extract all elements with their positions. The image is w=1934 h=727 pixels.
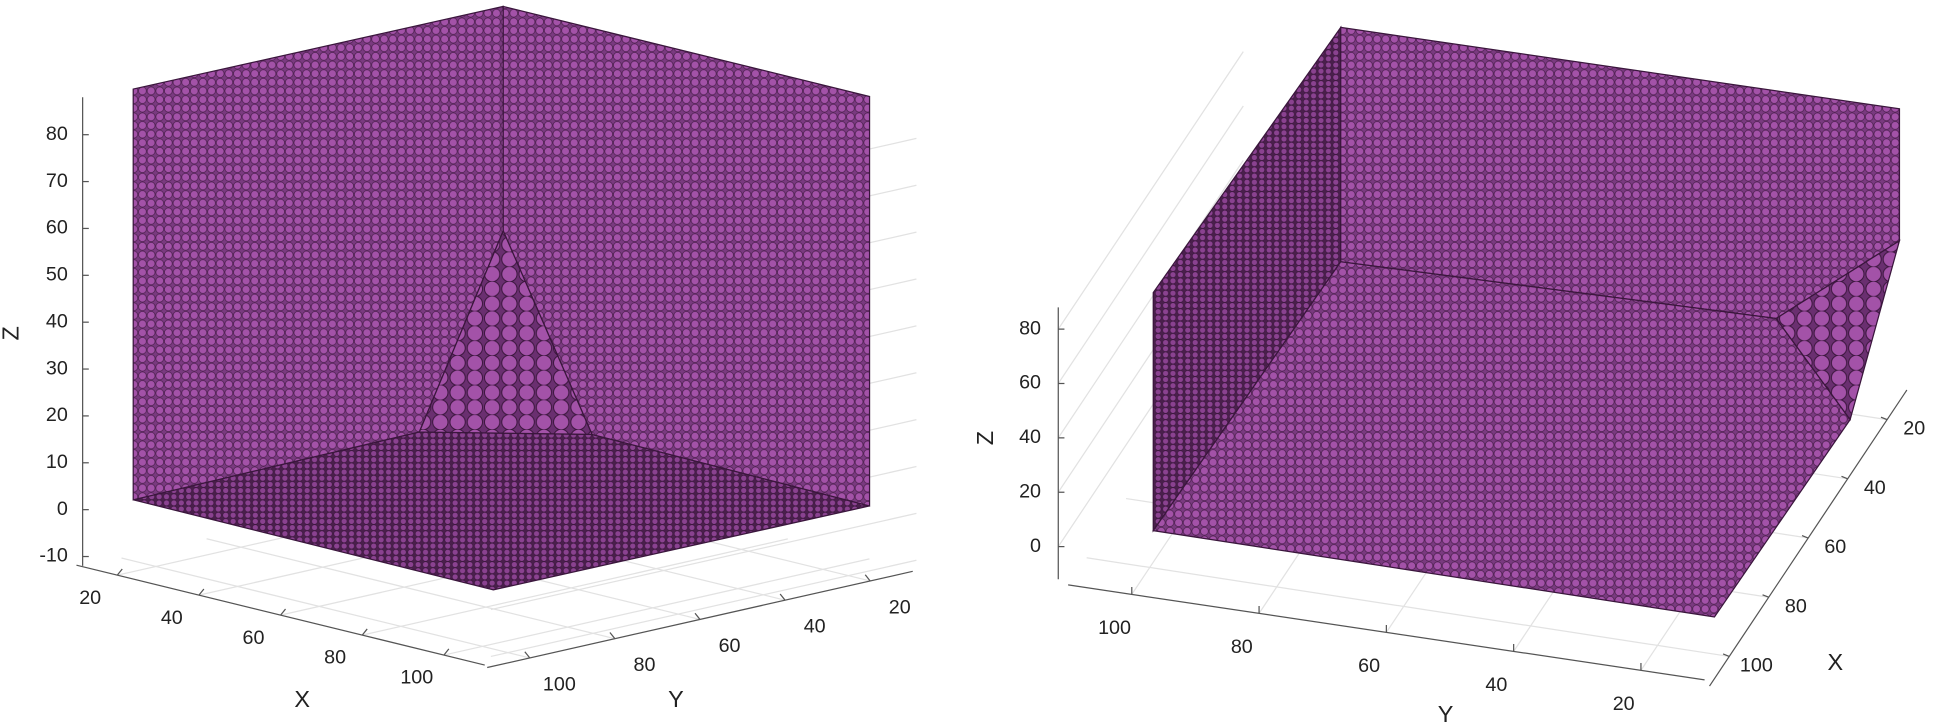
tick-mark (361, 628, 368, 636)
point-cloud (132, 5, 1901, 618)
grid-line (362, 538, 788, 636)
face (1775, 239, 1901, 422)
grid-line (1086, 557, 1730, 658)
x-tick-label: 80 (324, 647, 346, 669)
z-tick-label: 20 (1019, 480, 1041, 502)
z-tick-label: 50 (46, 264, 68, 286)
z-tick-label: -10 (39, 545, 68, 567)
tick-mark (779, 593, 786, 601)
grid-line (121, 557, 530, 659)
grid-line (443, 558, 870, 656)
y-tick-label: 60 (719, 635, 741, 657)
z-axis-title: Z (0, 326, 24, 340)
y-tick-label: 80 (1231, 636, 1253, 658)
y-tick-label: 20 (1613, 693, 1635, 715)
z-tick-label: 80 (46, 123, 68, 145)
axis-line (487, 570, 913, 669)
tick-mark (1880, 416, 1888, 421)
y-axis-title: Y (668, 686, 684, 712)
z-tick-label: 60 (46, 217, 68, 239)
tick-mark (280, 608, 287, 616)
x-tick-label: 60 (1824, 536, 1846, 558)
grid-line (1057, 105, 1244, 384)
z-tick-label: 60 (1019, 372, 1041, 394)
x-axis-title: X (294, 686, 310, 712)
z-tick-label: 10 (46, 451, 68, 473)
y-tick-label: 40 (1485, 674, 1507, 696)
axes: 20 40 60 80 100 X 20 40 60 80 100 Y -10 0 10 20 30 40 50 60… (0, 97, 1925, 727)
x-tick-label: 60 (242, 627, 264, 649)
x-tick-label: 40 (1864, 477, 1886, 499)
y-tick-label: 40 (804, 616, 826, 638)
tick-mark (524, 651, 531, 659)
face (418, 229, 593, 436)
x-axis-title: X (1828, 649, 1844, 675)
z-tick-label: 70 (46, 170, 68, 192)
z-tick-label: 80 (1019, 317, 1041, 339)
z-tick-label: 20 (46, 404, 68, 426)
tick-mark (609, 632, 616, 640)
z-tick-label: 30 (46, 357, 68, 379)
tick-mark (116, 568, 123, 576)
z-tick-label: 40 (1019, 426, 1041, 448)
z-tick-label: 0 (1030, 535, 1041, 557)
face (502, 5, 871, 507)
x-tick-label: 20 (79, 587, 101, 609)
z-axis-title: Z (972, 431, 998, 445)
grid-line (1057, 51, 1244, 330)
tick-mark (864, 574, 871, 582)
x-tick-label: 80 (1785, 595, 1807, 617)
grid-line (1057, 160, 1244, 439)
y-tick-label: 100 (1098, 617, 1131, 639)
x-tick-label: 20 (1903, 418, 1925, 440)
grid-line (490, 512, 917, 611)
tick-mark (1762, 594, 1769, 598)
y-tick-label: 60 (1358, 655, 1380, 677)
tick-mark (1841, 475, 1848, 480)
tick-mark (694, 612, 701, 620)
z-tick-label: 40 (46, 310, 68, 332)
tick-mark (1801, 534, 1809, 539)
grid-line (206, 538, 616, 640)
x-tick-label: 100 (1740, 655, 1773, 677)
axis-line (76, 564, 485, 666)
x-tick-label: 100 (400, 667, 433, 689)
tick-mark (443, 648, 450, 656)
tick-mark (1722, 653, 1730, 658)
tick-mark (198, 588, 205, 596)
y-tick-label: 100 (543, 673, 576, 695)
y-tick-label: 20 (889, 596, 911, 618)
y-axis-title: Y (1438, 701, 1454, 727)
x-tick-label: 40 (161, 607, 183, 629)
z-tick-label: 0 (57, 498, 68, 520)
y-tick-label: 80 (633, 654, 655, 676)
grid-line (490, 559, 917, 658)
